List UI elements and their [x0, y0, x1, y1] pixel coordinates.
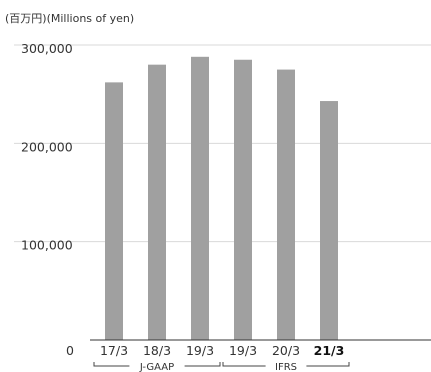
x-tick-label: 19/3 — [229, 343, 257, 358]
unit-label: (百万円)(Millions of yen) — [5, 12, 134, 25]
x-tick-label: 20/3 — [272, 343, 300, 358]
group-label: IFRS — [275, 362, 297, 372]
x-tick-label: 21/3 — [314, 343, 345, 358]
x-tick-label: 17/3 — [100, 343, 128, 358]
group-bracket — [93, 362, 221, 367]
bar — [320, 101, 338, 340]
bars — [105, 56, 338, 341]
x-axis-tick-labels: 17/3 18/3 19/3 19/3 20/3 21/3 — [100, 343, 344, 358]
y-tick-label: 300,000 — [21, 41, 73, 56]
gridlines — [14, 44, 431, 243]
bar — [105, 82, 123, 340]
y-tick-label: 200,000 — [21, 139, 73, 154]
x-tick-label: 18/3 — [143, 343, 171, 358]
x-tick-label: 19/3 — [186, 343, 214, 358]
y-axis-tick-labels: 300,000 200,000 100,000 0 — [21, 41, 74, 358]
group-bracket — [222, 362, 350, 367]
y-tick-label: 0 — [66, 343, 74, 358]
bar — [277, 69, 295, 340]
y-tick-label: 100,000 — [21, 238, 73, 253]
period-groups: J-GAAP IFRS — [93, 362, 350, 372]
bar — [191, 56, 209, 341]
group-label: J-GAAP — [139, 362, 174, 372]
bar — [234, 59, 252, 340]
bar — [148, 64, 166, 341]
